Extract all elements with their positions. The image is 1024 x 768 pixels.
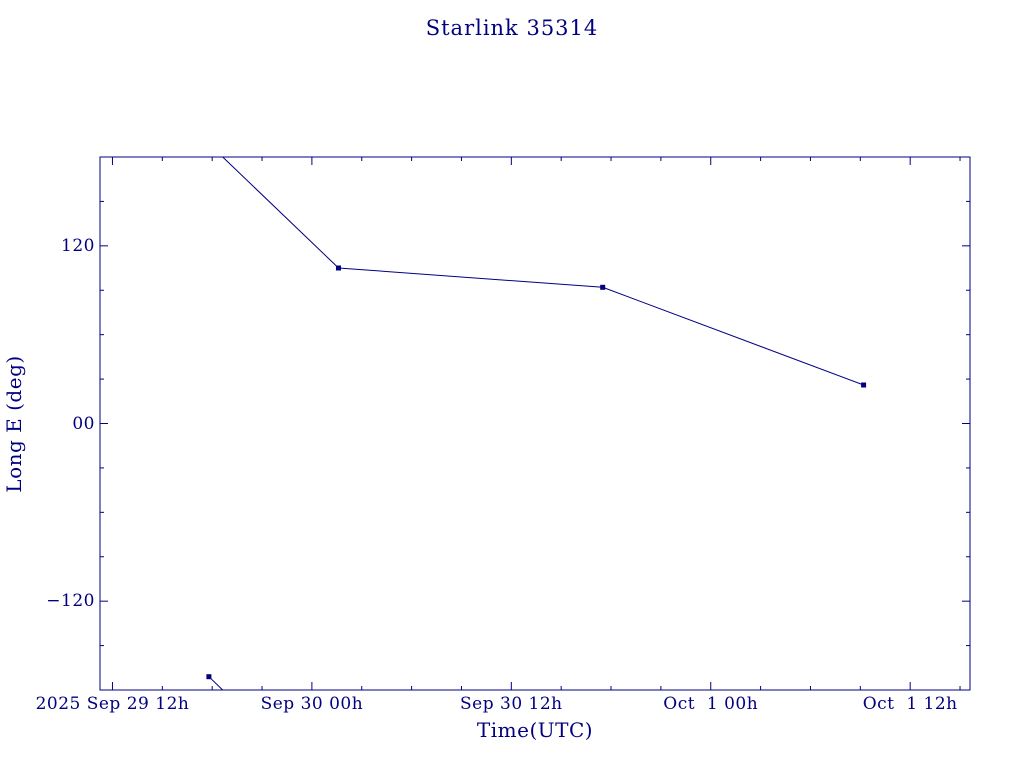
x-tick-label: Sep 30 00h bbox=[260, 694, 364, 714]
data-point-marker bbox=[600, 284, 606, 290]
x-tick-label: Sep 30 12h bbox=[460, 694, 563, 714]
y-tick-label: −120 bbox=[46, 591, 95, 612]
x-tick-label: 2025 Sep 29 12h bbox=[35, 694, 190, 714]
x-axis-label: Time(UTC) bbox=[476, 718, 594, 742]
x-tick-label: Oct 1 00h bbox=[663, 694, 759, 714]
data-point-marker bbox=[206, 674, 212, 680]
x-tick-label: Oct 1 12h bbox=[862, 694, 958, 714]
data-point-marker bbox=[861, 382, 867, 388]
plot-border bbox=[99, 156, 971, 691]
chart-title: Starlink 35314 bbox=[425, 16, 599, 40]
y-tick-label: 00 bbox=[72, 413, 95, 434]
data-series-line bbox=[222, 156, 864, 386]
y-tick-label: 120 bbox=[61, 235, 95, 256]
data-point-marker bbox=[336, 265, 341, 271]
